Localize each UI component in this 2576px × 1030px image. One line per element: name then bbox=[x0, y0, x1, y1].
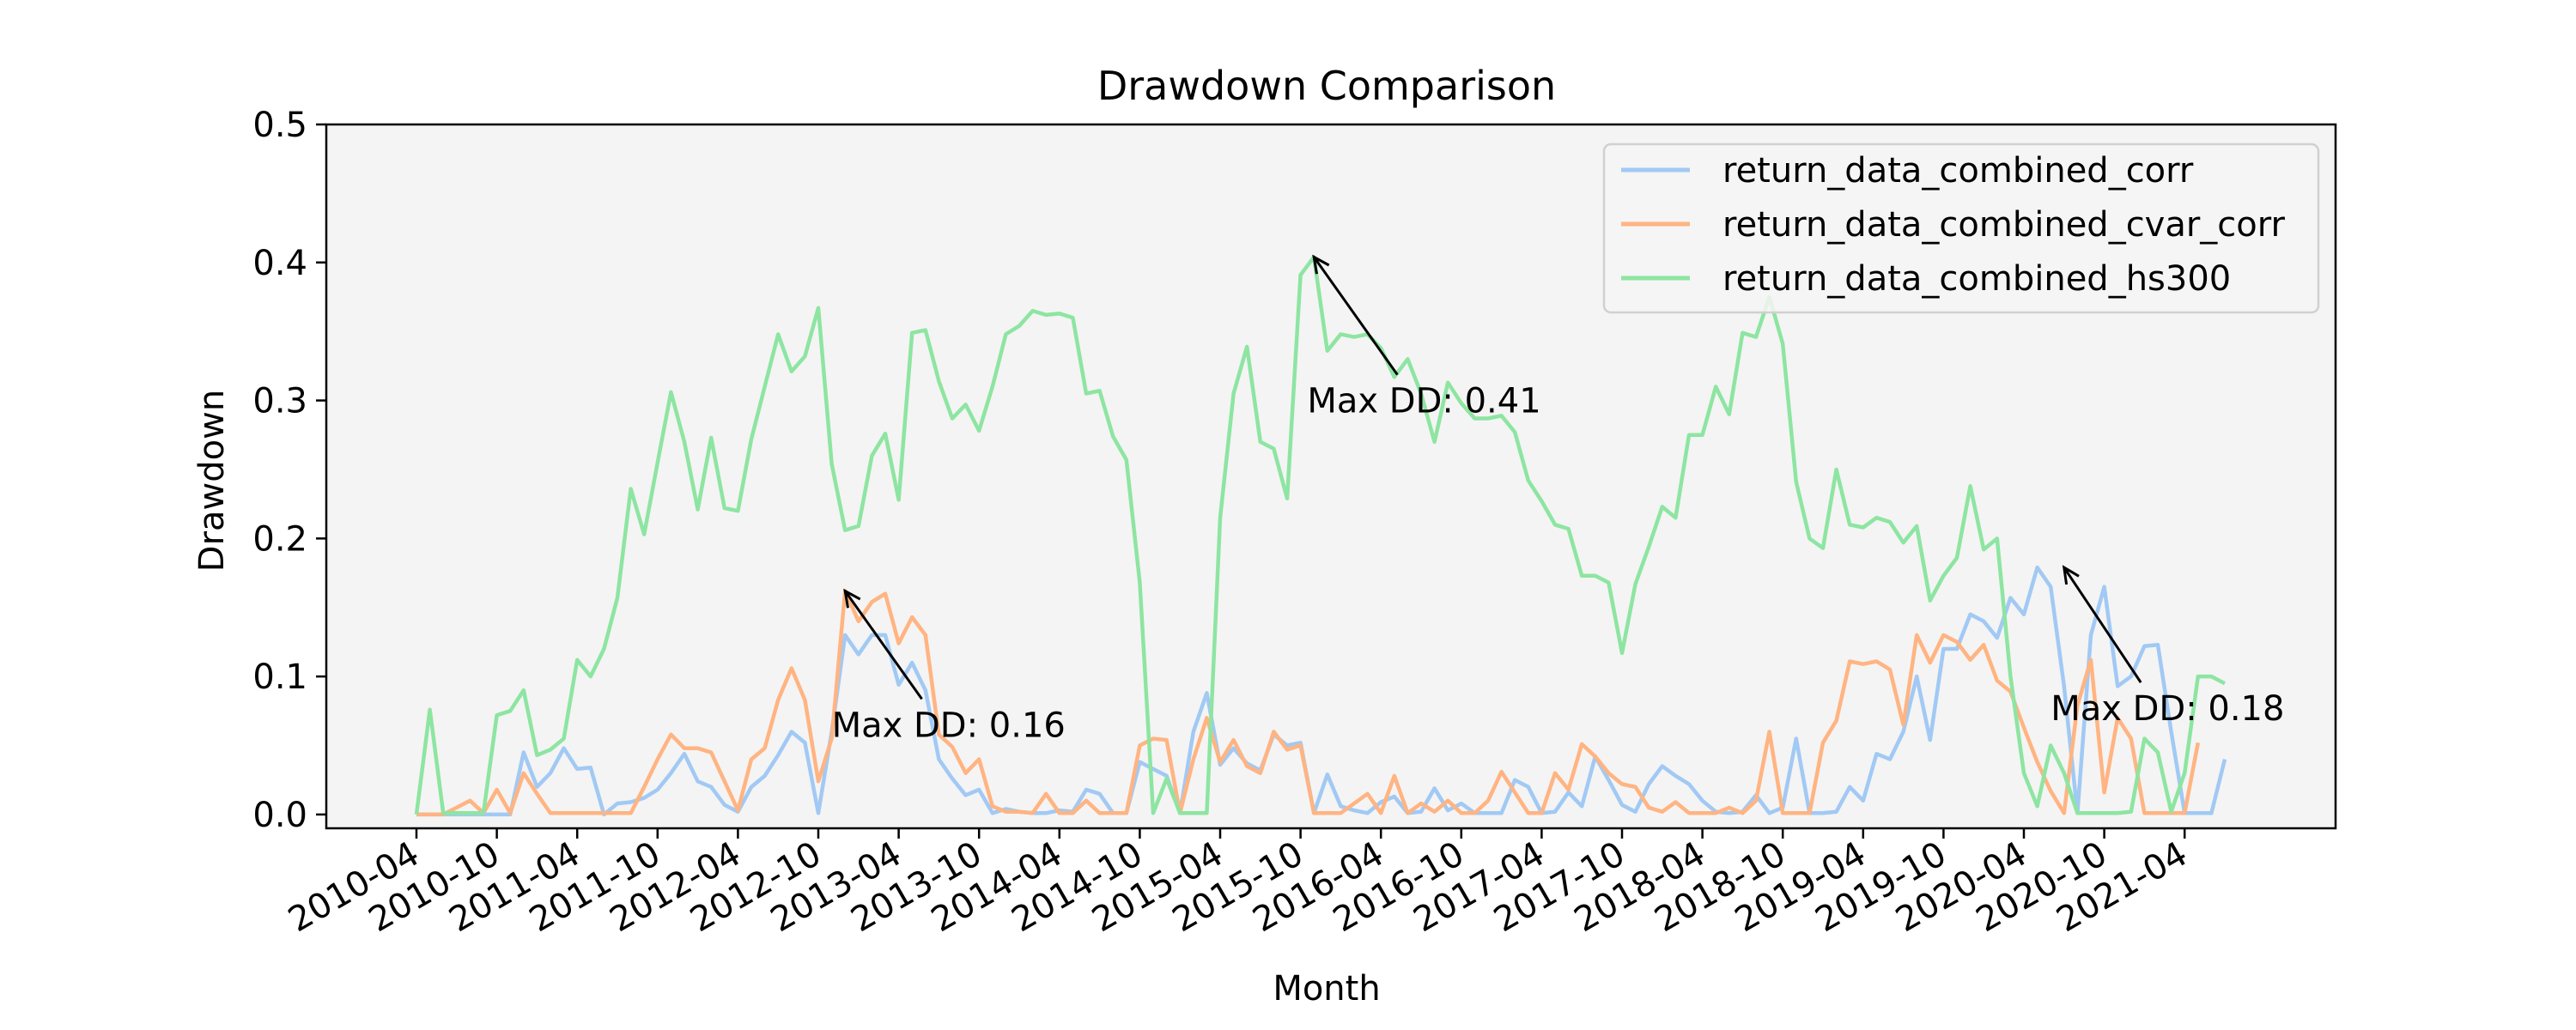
annotation-label: Max DD: 0.41 bbox=[1307, 382, 1540, 421]
y-tick-label: 0.2 bbox=[252, 519, 307, 559]
series-layer bbox=[414, 255, 2227, 817]
series-line-2 bbox=[416, 589, 2201, 817]
annotation-arrow bbox=[843, 590, 923, 700]
annotations: Max DD: 0.16 Max DD: 0.41 Max DD: 0.18 bbox=[832, 254, 2284, 745]
series-line-1 bbox=[416, 565, 2227, 817]
x-axis-label: Month bbox=[1273, 969, 1380, 1009]
annotation-arrow bbox=[1312, 256, 1399, 376]
annotation-arrowhead bbox=[1312, 254, 1330, 275]
annotation-label: Max DD: 0.18 bbox=[2050, 689, 2284, 729]
series-line-3 bbox=[414, 255, 2227, 815]
y-axis: 0.0 0.1 0.2 0.3 0.4 0.5 bbox=[252, 106, 326, 835]
annotation-label: Max DD: 0.16 bbox=[832, 706, 1066, 745]
y-tick-label: 0.1 bbox=[252, 657, 307, 697]
y-tick-label: 0.0 bbox=[252, 796, 307, 835]
legend-label: return_data_combined_corr bbox=[1722, 151, 2194, 191]
legend-label: return_data_combined_hs300 bbox=[1722, 259, 2231, 299]
y-tick-label: 0.3 bbox=[252, 382, 307, 421]
legend: return_data_combined_corr return_data_com… bbox=[1602, 142, 2320, 314]
y-tick-label: 0.5 bbox=[252, 106, 307, 145]
annotation-arrow bbox=[2063, 566, 2142, 683]
legend-label: return_data_combined_cvar_corr bbox=[1722, 205, 2286, 245]
annotation-arrowhead bbox=[2062, 565, 2080, 585]
y-tick-label: 0.4 bbox=[252, 244, 307, 283]
y-axis-label: Drawdown bbox=[192, 390, 232, 572]
annotation-arrowhead bbox=[843, 588, 861, 609]
x-axis: 2010-042010-102011-042011-102012-042012-… bbox=[282, 828, 2194, 940]
chart-title: Drawdown Comparison bbox=[1097, 63, 1556, 109]
plot-frame bbox=[325, 123, 2337, 830]
legend-box bbox=[1602, 142, 2320, 314]
